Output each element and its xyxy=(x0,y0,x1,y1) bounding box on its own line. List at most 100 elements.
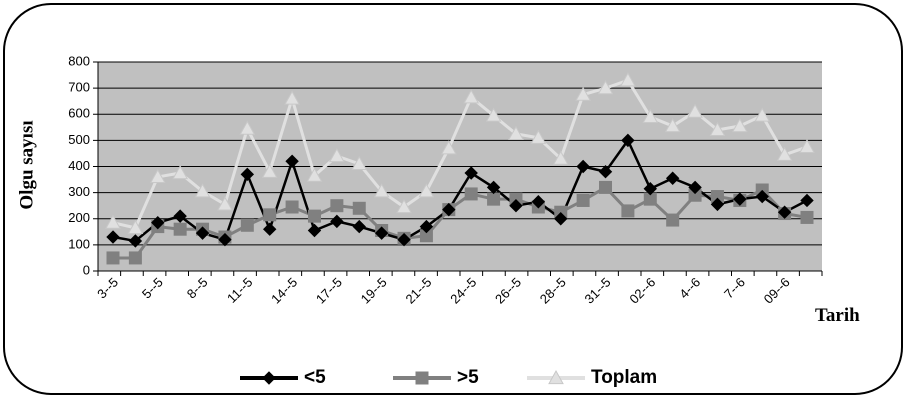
data-point-series-1 xyxy=(128,251,142,265)
data-point-series-1 xyxy=(576,193,590,207)
data-point-series-0 xyxy=(643,181,657,196)
data-point-series-1 xyxy=(666,213,680,227)
x-axis-title: Tarih xyxy=(815,305,860,326)
data-point-series-2 xyxy=(105,214,121,229)
data-point-series-0 xyxy=(509,198,523,213)
plot-area-group: 0 100 200 300 400 500 600 700 800 3--5 5--5 8--5 11-… xyxy=(68,53,823,307)
legend-marker xyxy=(548,369,564,385)
legend-label: Toplam xyxy=(591,367,657,388)
data-point-series-0 xyxy=(464,166,478,180)
data-point-series-0 xyxy=(173,209,187,223)
data-point-series-2 xyxy=(396,198,412,214)
data-point-series-1 xyxy=(599,180,613,194)
data-point-series-0 xyxy=(397,232,411,247)
x-tick-label: 21--5 xyxy=(402,275,434,307)
x-tick-label: 28--5 xyxy=(537,275,569,307)
data-point-series-2 xyxy=(217,196,233,211)
data-point-series-2 xyxy=(776,146,793,161)
data-point-series-2 xyxy=(664,117,681,133)
data-point-series-0 xyxy=(621,133,635,148)
data-point-series-0 xyxy=(218,232,232,247)
data-point-series-2 xyxy=(799,138,815,154)
x-tick-label: 26--5 xyxy=(492,275,524,307)
x-tick-label: 3--5 xyxy=(94,275,121,302)
x-tick-label: 8--5 xyxy=(184,275,211,302)
x-tick-label: 31--5 xyxy=(582,275,614,307)
data-point-series-0 xyxy=(240,167,255,182)
y-tick-label: 100 xyxy=(68,236,90,251)
data-point-series-2 xyxy=(373,183,390,198)
data-point-series-2 xyxy=(239,120,256,135)
data-point-series-1 xyxy=(330,199,344,213)
y-tick-label: 800 xyxy=(68,53,90,68)
data-point-series-1 xyxy=(263,208,277,222)
data-point-series-2 xyxy=(351,155,368,170)
data-point-series-2 xyxy=(418,183,435,198)
data-point-series-2 xyxy=(508,125,524,140)
data-point-series-0 xyxy=(733,192,747,206)
data-point-series-2 xyxy=(306,167,323,182)
x-tick-label: 14--5 xyxy=(268,275,300,307)
data-point-series-0 xyxy=(419,219,434,234)
data-point-series-0 xyxy=(688,180,702,195)
data-point-series-2 xyxy=(754,107,771,122)
data-point-series-0 xyxy=(554,212,568,226)
data-point-series-2 xyxy=(620,72,636,87)
data-point-series-0 xyxy=(330,214,344,229)
x-tick-label: 11--5 xyxy=(224,275,255,306)
legend-label: <5 xyxy=(304,367,326,388)
y-tick-label: 300 xyxy=(68,184,90,199)
y-tick-label: 400 xyxy=(68,158,90,173)
legend-label: >5 xyxy=(457,367,479,388)
data-point-series-2 xyxy=(329,148,345,163)
data-point-series-1 xyxy=(487,192,501,206)
data-point-series-0 xyxy=(755,189,769,204)
data-point-series-0 xyxy=(128,234,143,248)
x-tick-label: 17--5 xyxy=(313,275,345,307)
y-tick-label: 500 xyxy=(68,132,90,147)
data-point-series-2 xyxy=(597,80,614,95)
data-point-series-0 xyxy=(374,226,389,240)
data-point-series-2 xyxy=(552,150,569,165)
data-point-series-2 xyxy=(284,90,300,105)
x-tick-label: 7--6 xyxy=(721,275,748,302)
data-point-series-1 xyxy=(464,187,478,201)
data-point-series-1 xyxy=(240,218,254,232)
data-point-series-0 xyxy=(486,180,501,195)
legend: <5 >5 Toplam xyxy=(240,367,657,388)
data-point-series-2 xyxy=(261,163,278,178)
data-point-series-1 xyxy=(307,209,321,223)
data-point-series-2 xyxy=(194,183,211,198)
x-tick-label: 09--6 xyxy=(761,275,793,307)
data-point-series-0 xyxy=(710,197,725,212)
data-point-series-2 xyxy=(731,117,748,133)
data-point-series-0 xyxy=(777,205,792,219)
data-point-series-2 xyxy=(575,86,591,101)
data-point-series-0 xyxy=(442,202,456,217)
data-point-series-2 xyxy=(172,165,189,180)
data-point-series-1 xyxy=(800,210,814,224)
y-tick-label: 200 xyxy=(68,210,90,225)
data-point-series-0 xyxy=(531,195,546,209)
data-point-series-2 xyxy=(149,168,166,184)
data-point-series-2 xyxy=(709,121,726,137)
data-point-series-0 xyxy=(263,222,277,236)
data-point-series-0 xyxy=(307,223,322,238)
data-point-series-1 xyxy=(106,251,120,265)
data-point-series-0 xyxy=(598,165,613,179)
data-point-series-1 xyxy=(285,200,299,214)
data-point-series-0 xyxy=(352,219,366,234)
x-tick-label: 24--5 xyxy=(447,275,479,307)
data-point-series-1 xyxy=(352,201,366,215)
data-point-series-2 xyxy=(440,140,457,155)
data-point-series-2 xyxy=(485,107,502,122)
x-tick-label: 02--6 xyxy=(626,275,658,307)
data-point-series-0 xyxy=(106,230,120,244)
y-tick-label: 600 xyxy=(68,106,90,121)
y-tick-label: 0 xyxy=(83,262,90,277)
data-point-series-2 xyxy=(463,89,480,104)
legend-marker xyxy=(415,371,429,385)
data-point-series-0 xyxy=(195,226,210,240)
data-point-series-1 xyxy=(621,204,635,218)
